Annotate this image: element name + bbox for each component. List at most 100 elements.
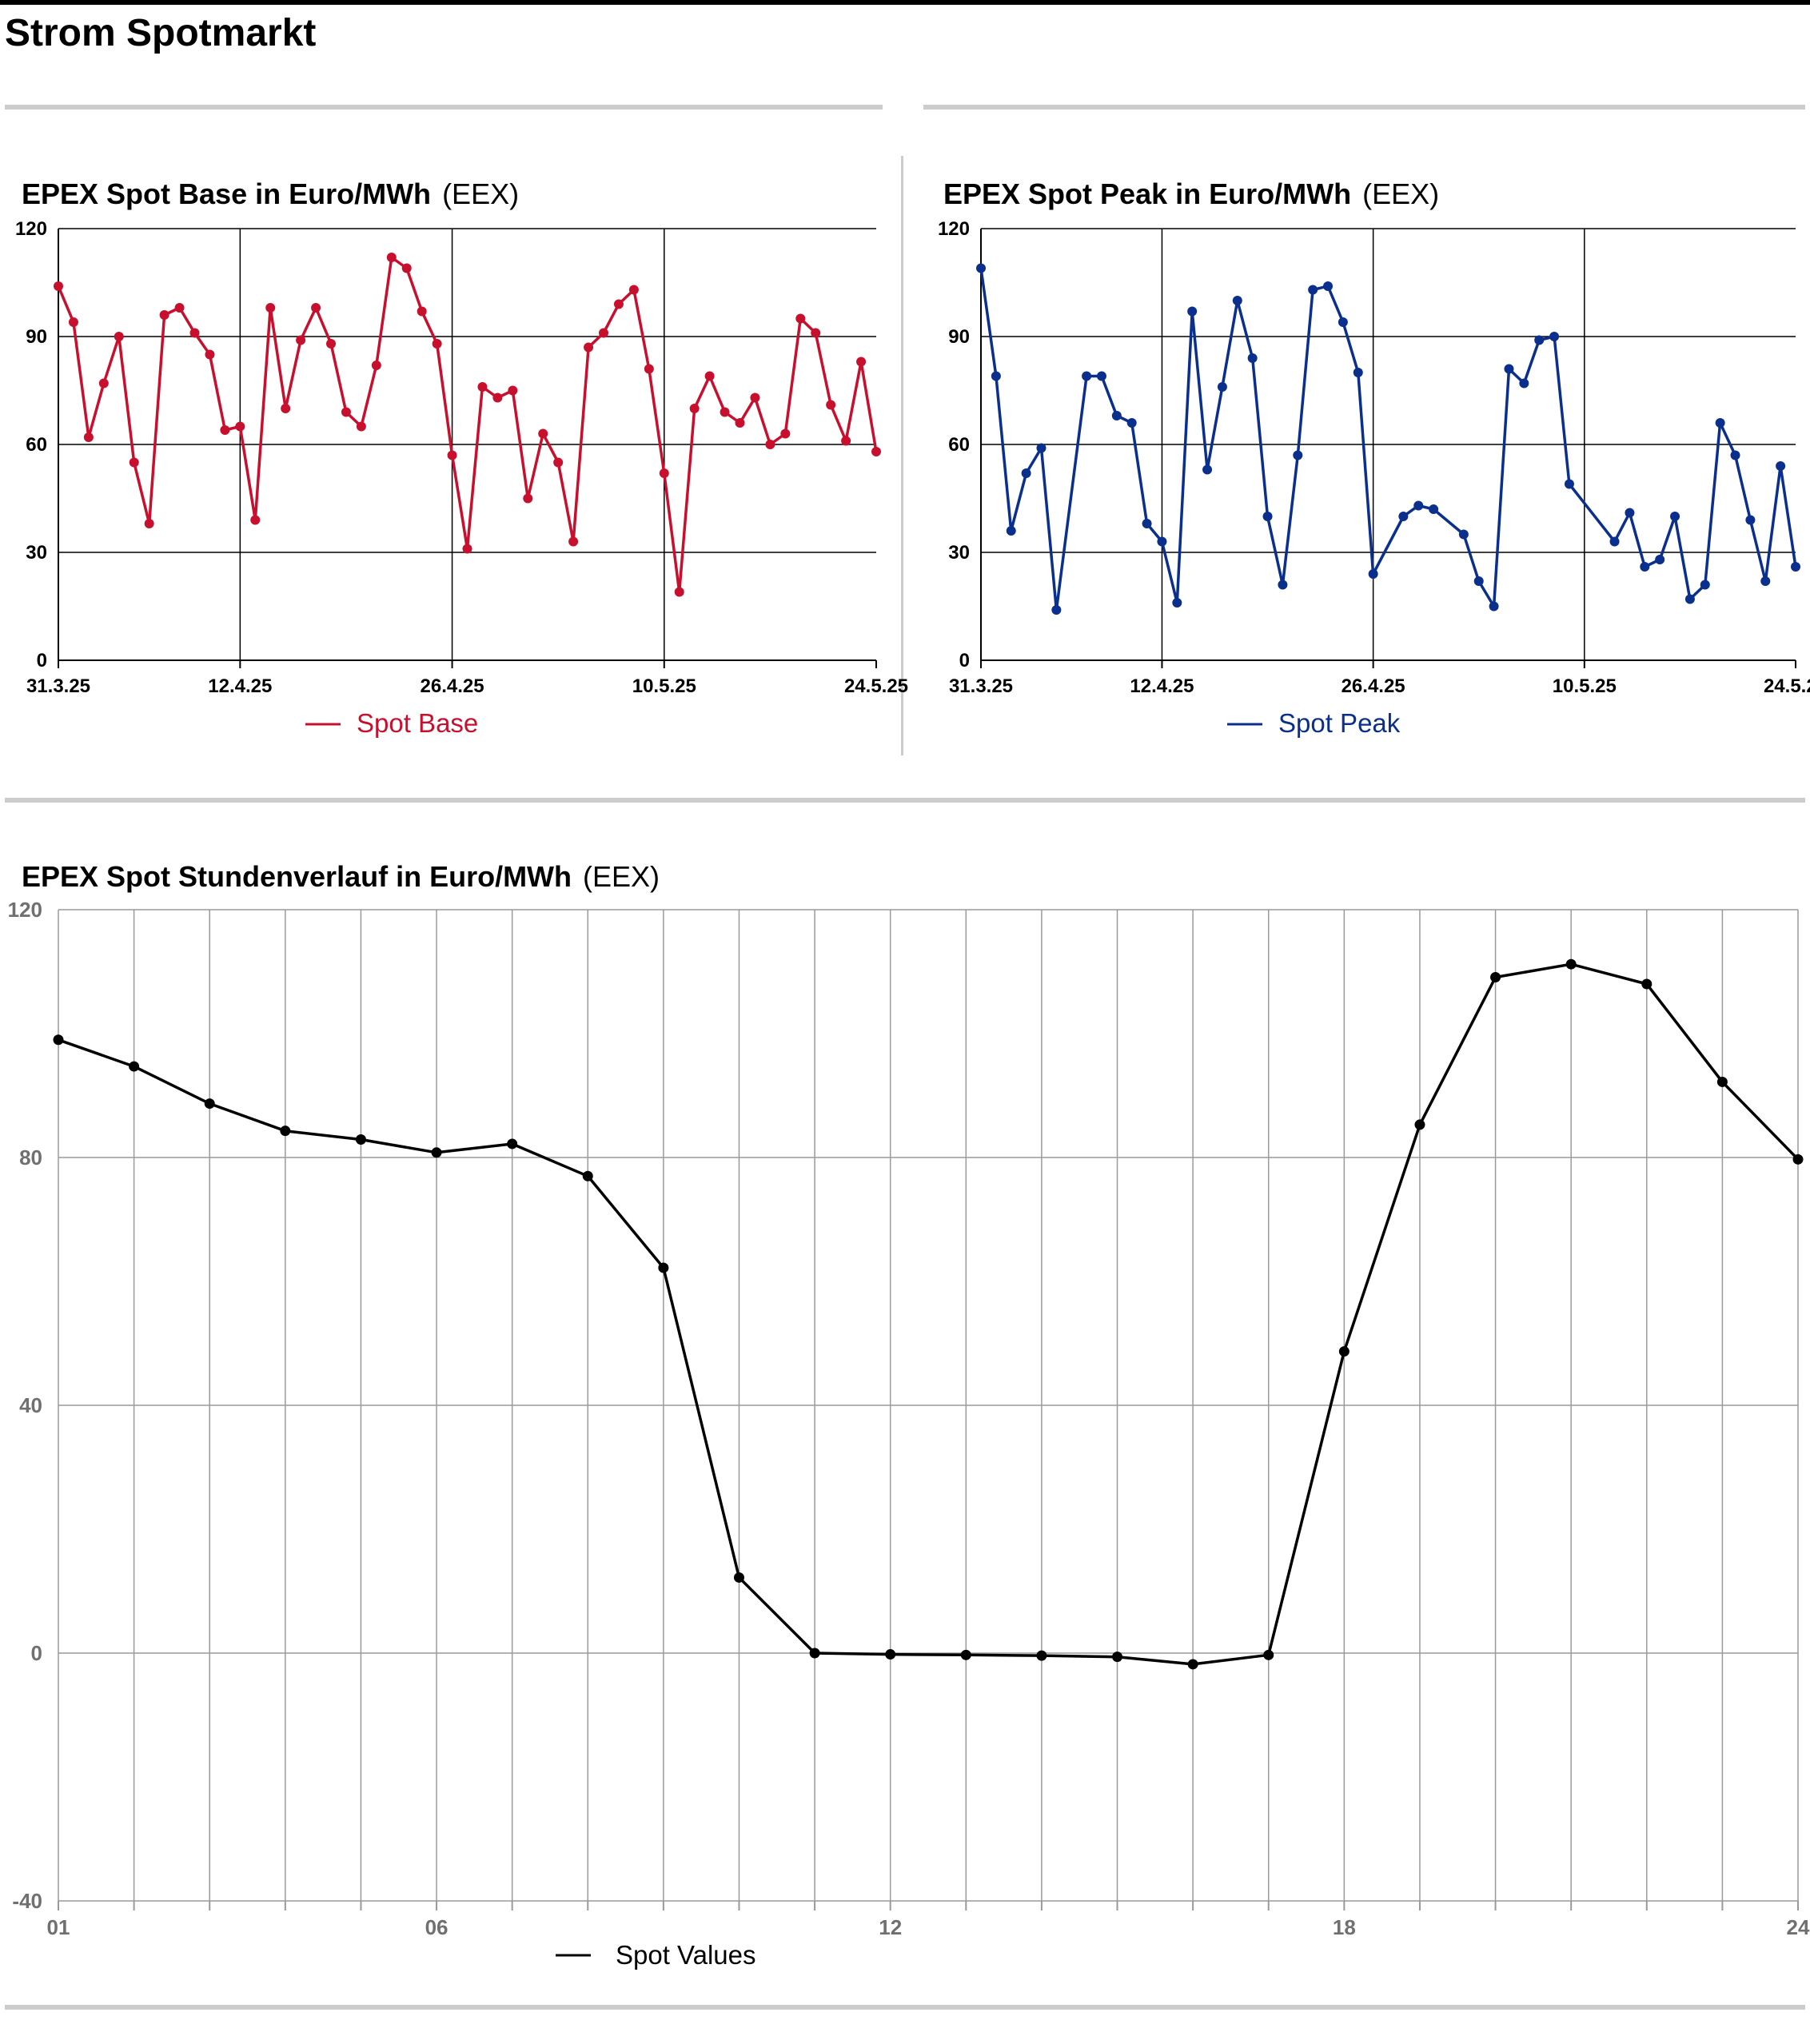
data-point bbox=[885, 1649, 896, 1660]
y-tick-label: 120 bbox=[15, 218, 47, 240]
section-rule-right bbox=[923, 105, 1805, 110]
data-point bbox=[1519, 378, 1529, 388]
y-tick-label: -40 bbox=[12, 1889, 42, 1913]
data-point bbox=[1716, 1076, 1728, 1087]
data-point bbox=[584, 342, 594, 353]
peak-chart: 0 30 60 90 120 31.3.25 12.4.25 26.4.25 10.5.25 24… bbox=[938, 218, 1810, 738]
data-point bbox=[1655, 555, 1665, 564]
data-point bbox=[1745, 515, 1756, 525]
legend-label: Spot Base bbox=[357, 708, 478, 738]
legend-label: Spot Values bbox=[616, 1940, 756, 1970]
data-point bbox=[659, 468, 669, 478]
data-point bbox=[976, 263, 986, 273]
y-tick-label: 80 bbox=[19, 1146, 42, 1169]
y-tick-label: 60 bbox=[948, 434, 970, 456]
data-point bbox=[735, 418, 745, 428]
data-point bbox=[1308, 285, 1318, 295]
data-point bbox=[205, 349, 215, 360]
data-point bbox=[53, 1034, 64, 1046]
y-tick-label: 30 bbox=[26, 542, 47, 564]
data-point bbox=[355, 1134, 366, 1146]
page-title: Strom Spotmarkt bbox=[5, 12, 317, 54]
data-point bbox=[204, 1098, 215, 1110]
x-tick-label: 10.5.25 bbox=[1553, 675, 1617, 697]
y-tick-label: 90 bbox=[26, 326, 47, 348]
y-tick-label: 60 bbox=[26, 434, 47, 456]
data-point bbox=[250, 515, 261, 525]
data-point bbox=[431, 1147, 442, 1158]
panel-separator bbox=[901, 156, 903, 755]
data-point bbox=[780, 428, 791, 439]
data-point bbox=[568, 536, 579, 547]
data-point bbox=[689, 404, 700, 413]
data-point bbox=[144, 519, 154, 528]
data-point bbox=[1338, 317, 1348, 327]
x-tick-label: 10.5.25 bbox=[632, 675, 696, 697]
data-point bbox=[1700, 580, 1710, 590]
data-point bbox=[960, 1649, 971, 1660]
data-point bbox=[432, 339, 442, 349]
data-point bbox=[462, 544, 472, 554]
data-point bbox=[1202, 464, 1213, 475]
data-point bbox=[296, 335, 306, 345]
y-tick-label: 0 bbox=[959, 650, 970, 671]
data-point bbox=[811, 328, 821, 338]
data-point bbox=[1792, 1153, 1804, 1165]
data-point bbox=[386, 253, 397, 262]
data-point bbox=[114, 332, 124, 341]
data-point bbox=[1473, 576, 1484, 586]
x-tick-label: 12.4.25 bbox=[1130, 675, 1194, 697]
x-tick-label: 31.3.25 bbox=[26, 675, 90, 697]
data-point bbox=[765, 440, 775, 449]
data-point bbox=[1096, 371, 1106, 381]
data-point bbox=[674, 587, 684, 597]
data-point bbox=[720, 407, 730, 417]
data-point bbox=[83, 432, 94, 442]
y-tick-label: 0 bbox=[37, 650, 47, 671]
data-point bbox=[477, 382, 488, 392]
series-line bbox=[979, 268, 1797, 612]
data-point bbox=[1760, 576, 1771, 586]
data-point bbox=[1489, 601, 1499, 612]
data-point bbox=[1609, 536, 1620, 547]
data-point bbox=[1564, 479, 1574, 489]
data-point bbox=[1565, 958, 1577, 970]
data-point bbox=[265, 303, 276, 313]
hourly-chart: -40 0 40 80 120 01 06 12 18 24 Spot Values bbox=[8, 898, 1810, 1970]
data-point bbox=[1278, 580, 1288, 590]
data-point bbox=[1217, 382, 1227, 392]
data-point bbox=[1715, 418, 1725, 428]
x-tick-label: 31.3.25 bbox=[949, 675, 1013, 697]
base-chart: 0 30 60 90 120 31.3.25 12.4.25 26.4.25 10.5.25 24… bbox=[15, 218, 908, 738]
data-point bbox=[1021, 468, 1031, 478]
data-point bbox=[658, 1262, 669, 1273]
data-point bbox=[1263, 1649, 1274, 1660]
data-point bbox=[1036, 443, 1047, 453]
x-tick-label: 24.5.25 bbox=[844, 675, 908, 697]
x-tick-label: 06 bbox=[425, 1915, 449, 1939]
data-point bbox=[1776, 461, 1786, 471]
legend-label: Spot Peak bbox=[1278, 708, 1401, 738]
series-line bbox=[58, 962, 1800, 1666]
data-point bbox=[733, 1572, 744, 1583]
data-point bbox=[1353, 368, 1363, 377]
data-point bbox=[235, 421, 245, 432]
data-point bbox=[159, 310, 169, 320]
x-tick-label: 24.5.25 bbox=[1764, 675, 1810, 697]
data-point bbox=[644, 364, 654, 374]
data-point bbox=[1172, 598, 1182, 608]
data-point bbox=[1640, 562, 1650, 572]
data-point bbox=[1625, 508, 1635, 518]
data-point bbox=[1142, 519, 1152, 528]
data-point bbox=[1293, 450, 1303, 460]
data-point bbox=[189, 328, 200, 338]
data-point bbox=[750, 392, 760, 403]
y-tick-label: 120 bbox=[8, 898, 42, 922]
data-point bbox=[401, 263, 412, 273]
data-point bbox=[1490, 971, 1501, 982]
data-point bbox=[1323, 281, 1334, 291]
data-point bbox=[1641, 978, 1653, 990]
data-point bbox=[1549, 332, 1560, 341]
data-point bbox=[1684, 594, 1695, 604]
